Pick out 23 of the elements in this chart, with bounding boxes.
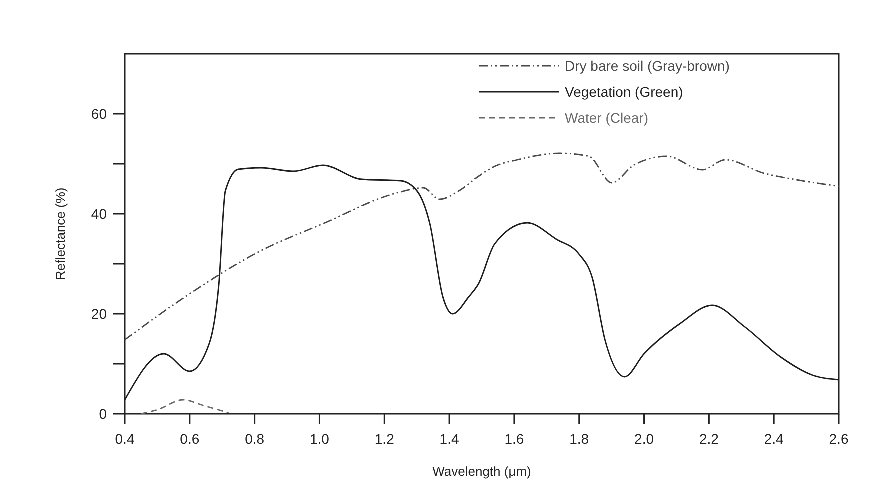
line-series (124, 152, 840, 341)
x-tick-label: 0.4 (115, 431, 135, 447)
y-tick-label: 40 (91, 206, 108, 222)
x-tick-label: 0.8 (245, 431, 265, 447)
y-tick-label: 20 (91, 306, 108, 322)
y-tick-label: 0 (99, 406, 108, 422)
x-tick-label: 2.4 (764, 431, 784, 447)
text: Dry bare soil (Gray-brown) (565, 58, 730, 74)
y-tick-label: 60 (91, 106, 108, 122)
y-axis-title: Reflectance (%) (53, 188, 68, 280)
x-tick-label: 1.8 (570, 431, 590, 447)
x-tick-label: 2.6 (829, 431, 849, 447)
x-tick-label: 1.0 (310, 431, 330, 447)
x-tick-label: 2.2 (699, 431, 720, 447)
text: Vegetation (Green) (565, 84, 684, 100)
line-series (140, 399, 230, 415)
x-tick-label: 2.0 (634, 431, 654, 447)
x-tick-label: 1.2 (374, 431, 395, 447)
x-tick-label: 1.4 (440, 431, 460, 447)
x-axis-title: Wavelength (μm) (432, 464, 532, 479)
x-tick-label: 1.6 (504, 431, 524, 447)
text: Water (Clear) (565, 110, 648, 126)
x-tick-label: 0.6 (180, 431, 200, 447)
